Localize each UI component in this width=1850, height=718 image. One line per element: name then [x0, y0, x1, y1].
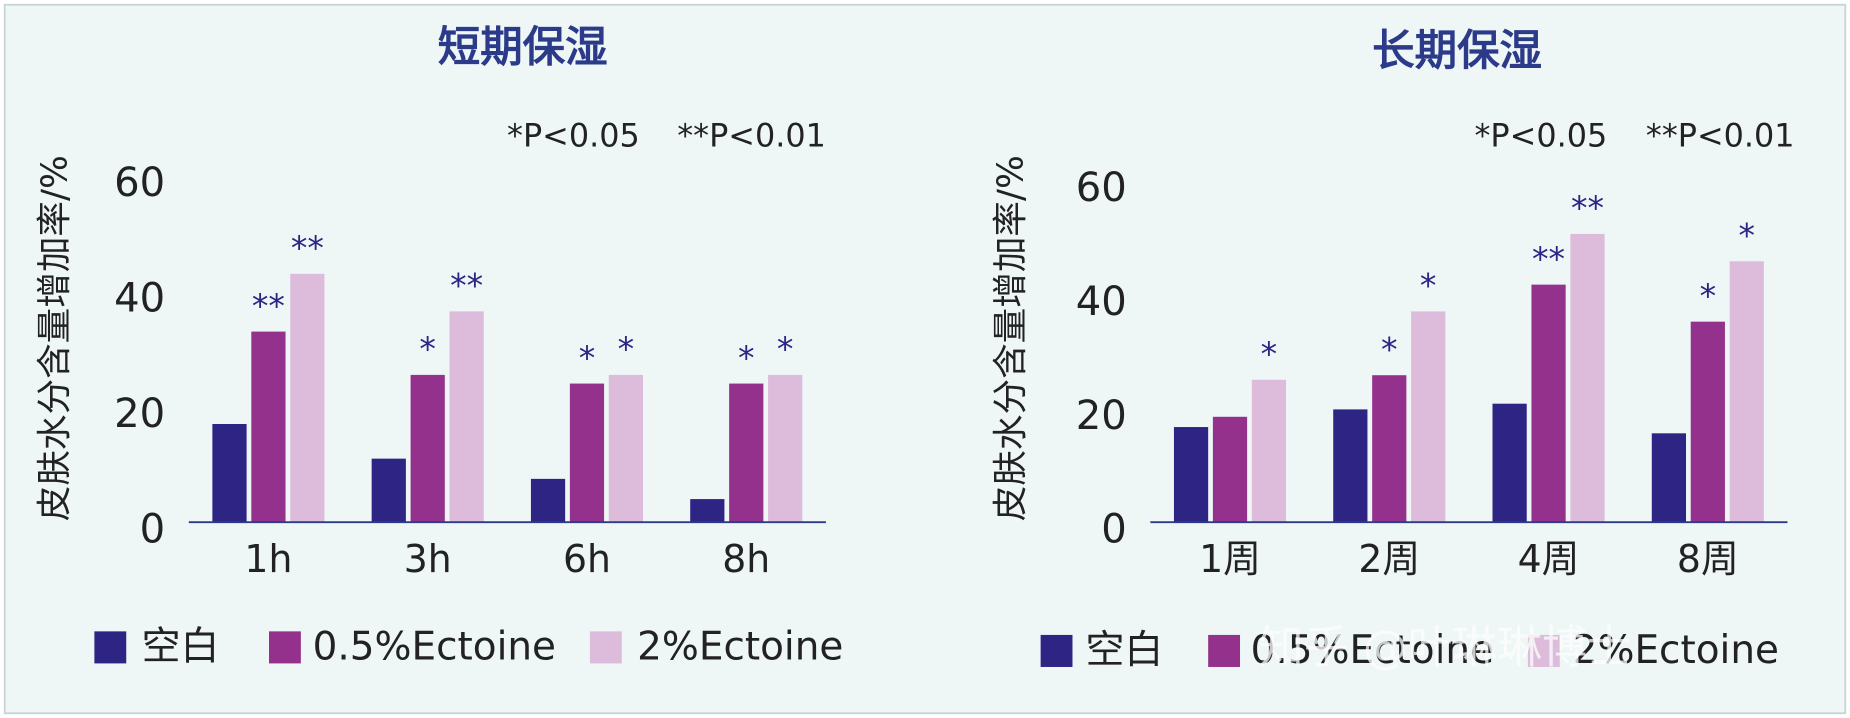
- y-tick-label: 20: [114, 391, 165, 437]
- bar: [1251, 379, 1287, 523]
- x-tick-label: 2周: [1358, 537, 1420, 581]
- legend-swatch: [269, 631, 301, 664]
- y-tick-label: 60: [1076, 165, 1127, 211]
- legend-label: 2%Ectoine: [1573, 628, 1779, 673]
- legend-label: 空白: [1085, 628, 1163, 673]
- bar: [1333, 409, 1368, 523]
- significance-mark: *: [1381, 330, 1398, 369]
- significance-mark: *: [777, 330, 794, 369]
- significance-mark: *: [419, 330, 436, 369]
- significance-mark: *: [1420, 266, 1437, 305]
- significance-mark: **: [291, 229, 324, 268]
- bar: [290, 273, 325, 523]
- y-tick-label: 0: [140, 507, 166, 553]
- legend-label: 空白: [142, 625, 220, 670]
- legend-swatch: [94, 631, 127, 664]
- y-axis-label: 皮肤水分含量增加率/%: [35, 155, 76, 521]
- bar: [1729, 261, 1764, 523]
- bar: [1531, 284, 1566, 523]
- y-tick-label: 40: [114, 276, 165, 322]
- bar: [1173, 427, 1209, 523]
- bar: [212, 423, 247, 523]
- x-tick-label: 3h: [404, 537, 452, 581]
- significance-note: *P<0.05: [507, 117, 640, 155]
- bar: [1492, 403, 1527, 523]
- bar: [569, 383, 605, 523]
- significance-mark: *: [738, 338, 755, 377]
- bar: [1212, 416, 1248, 523]
- y-tick-label: 0: [1101, 507, 1127, 553]
- x-tick-label: 1周: [1199, 537, 1261, 581]
- bar: [449, 311, 484, 523]
- y-tick-label: 40: [1076, 279, 1127, 325]
- chart-title: 短期保湿: [438, 22, 608, 72]
- x-tick-label: 6h: [563, 537, 611, 581]
- significance-mark: *: [1261, 334, 1278, 373]
- watermark: 知乎 @叶琳琳博士: [1259, 620, 1632, 673]
- legend-swatch: [589, 631, 622, 664]
- significance-note: **P<0.01: [677, 117, 826, 155]
- legend-swatch: [1527, 634, 1560, 667]
- legend-label: 0.5%Ectoine: [313, 625, 556, 670]
- significance-note: **P<0.01: [1646, 117, 1795, 155]
- x-tick-label: 1h: [244, 537, 292, 581]
- x-tick-label: 4周: [1518, 537, 1580, 581]
- bar: [1570, 233, 1605, 523]
- bar: [1651, 433, 1687, 523]
- significance-mark: **: [1571, 189, 1604, 228]
- bar: [251, 331, 286, 523]
- bar: [1690, 321, 1725, 523]
- bar: [410, 374, 445, 523]
- legend-label: 2%Ectoine: [637, 625, 843, 670]
- x-tick-label: 8h: [722, 537, 770, 581]
- y-axis-label: 皮肤水分含量增加率/%: [990, 155, 1031, 521]
- significance-note: *P<0.05: [1475, 117, 1608, 155]
- significance-mark: *: [618, 330, 635, 369]
- bar: [608, 374, 644, 523]
- bar: [1411, 311, 1446, 523]
- bar: [768, 374, 803, 523]
- significance-mark: *: [1700, 276, 1717, 315]
- significance-mark: *: [1739, 216, 1756, 255]
- bar: [729, 383, 764, 523]
- y-tick-label: 20: [1076, 393, 1127, 439]
- legend-swatch: [1208, 634, 1241, 667]
- bar: [371, 458, 406, 523]
- chart-title: 长期保湿: [1372, 26, 1542, 76]
- y-tick-label: 60: [114, 160, 165, 206]
- legend-label: 0.5%Ectoine: [1251, 628, 1494, 673]
- significance-mark: **: [252, 286, 285, 325]
- significance-mark: **: [450, 266, 483, 305]
- bar: [1372, 375, 1407, 523]
- bar: [530, 478, 566, 523]
- significance-mark: *: [579, 338, 596, 377]
- significance-mark: **: [1532, 239, 1565, 278]
- legend-swatch: [1040, 634, 1073, 667]
- bar: [690, 499, 725, 523]
- x-tick-label: 8周: [1677, 537, 1739, 581]
